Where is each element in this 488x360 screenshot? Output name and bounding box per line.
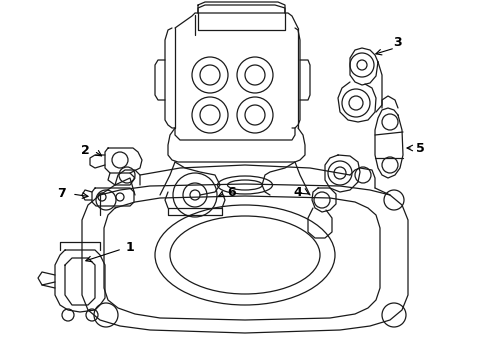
Text: 7: 7 [58, 186, 66, 199]
Text: 4: 4 [293, 185, 302, 198]
Text: 2: 2 [81, 144, 89, 157]
Text: 1: 1 [125, 240, 134, 253]
Text: 5: 5 [415, 141, 424, 154]
Text: 3: 3 [393, 36, 402, 49]
Text: 6: 6 [227, 185, 236, 198]
